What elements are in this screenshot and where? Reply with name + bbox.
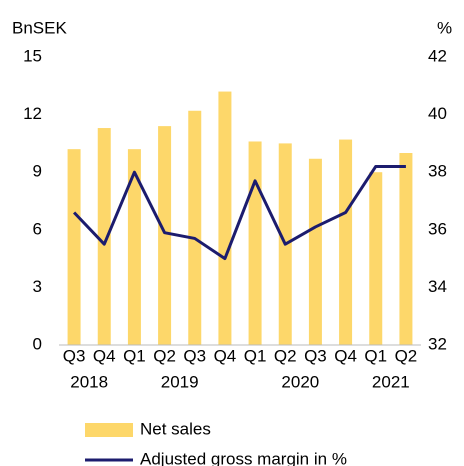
x-group-label: 2018 xyxy=(70,372,108,391)
x-tick-label: Q1 xyxy=(364,346,387,365)
legend-label: Adjusted gross margin in % xyxy=(140,449,347,466)
y2-tick-label: 38 xyxy=(428,162,447,181)
y2-tick-label: 42 xyxy=(428,46,447,65)
bar xyxy=(67,149,81,345)
x-tick-label: Q2 xyxy=(153,346,176,365)
y2-tick-label: 32 xyxy=(428,334,447,353)
x-tick-label: Q3 xyxy=(304,346,327,365)
bar xyxy=(308,158,322,345)
y2-tick-label: 40 xyxy=(428,104,447,123)
bar xyxy=(97,128,111,345)
y-tick-label: 3 xyxy=(33,277,42,296)
bar xyxy=(339,139,353,345)
bar xyxy=(369,172,383,345)
x-tick-label: Q4 xyxy=(334,346,357,365)
x-tick-label: Q4 xyxy=(214,346,237,365)
y-tick-label: 12 xyxy=(23,104,42,123)
bar xyxy=(188,110,202,345)
x-tick-label: Q3 xyxy=(183,346,206,365)
y2-axis-title: % xyxy=(437,18,452,37)
y-tick-label: 15 xyxy=(23,46,42,65)
x-group-label: 2020 xyxy=(281,372,319,391)
bar xyxy=(127,149,141,345)
x-tick-label: Q2 xyxy=(395,346,418,365)
x-group-label: 2021 xyxy=(372,372,410,391)
bar xyxy=(399,153,413,345)
legend-swatch xyxy=(85,423,133,437)
legend-label: Net sales xyxy=(140,419,211,438)
bar xyxy=(158,126,172,346)
x-tick-label: Q3 xyxy=(63,346,86,365)
y-axis-title: BnSEK xyxy=(12,18,67,37)
x-group-label: 2019 xyxy=(161,372,199,391)
y2-tick-label: 34 xyxy=(428,277,447,296)
x-tick-label: Q1 xyxy=(244,346,267,365)
y-tick-label: 0 xyxy=(33,334,42,353)
line xyxy=(72,164,406,261)
bar xyxy=(218,91,232,345)
y2-tick-label: 36 xyxy=(428,219,447,238)
y-tick-label: 6 xyxy=(33,219,42,238)
y-tick-label: 9 xyxy=(33,162,42,181)
x-tick-label: Q2 xyxy=(274,346,297,365)
x-tick-label: Q1 xyxy=(123,346,146,365)
bar xyxy=(248,141,262,345)
x-tick-label: Q4 xyxy=(93,346,116,365)
